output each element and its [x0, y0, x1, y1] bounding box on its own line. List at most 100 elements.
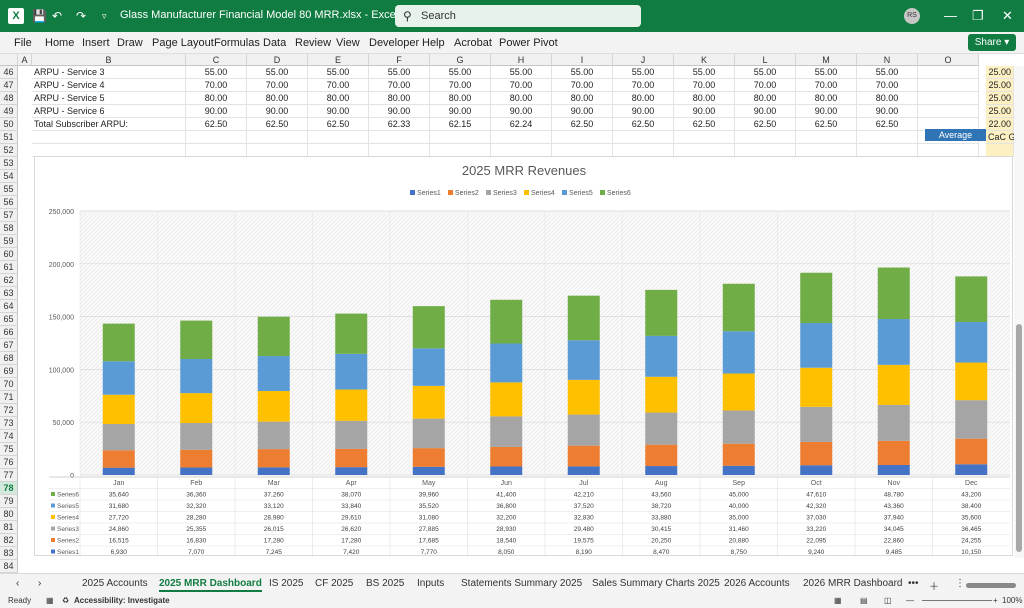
- redo-icon[interactable]: ↷: [76, 9, 87, 23]
- row-header[interactable]: 77: [0, 469, 18, 482]
- row-header[interactable]: 50: [0, 118, 18, 131]
- column-header-h[interactable]: H: [491, 54, 552, 66]
- value-cell[interactable]: 62.33: [369, 118, 430, 131]
- value-cell[interactable]: 90.00: [369, 105, 430, 118]
- value-cell[interactable]: 80.00: [308, 92, 369, 105]
- row-header[interactable]: 66: [0, 326, 18, 339]
- menu-developer[interactable]: Developer: [369, 37, 420, 49]
- value-cell[interactable]: 80.00: [796, 92, 857, 105]
- value-cell[interactable]: 70.00: [369, 79, 430, 92]
- value-cell[interactable]: 55.00: [552, 66, 613, 79]
- row-header[interactable]: 84: [0, 560, 18, 573]
- accessibility-status[interactable]: Accessibility: Investigate: [74, 596, 170, 605]
- row-header[interactable]: 76: [0, 456, 18, 469]
- column-header-e[interactable]: E: [308, 54, 369, 66]
- empty-cell[interactable]: [186, 131, 247, 144]
- empty-cell[interactable]: [613, 131, 674, 144]
- value-cell[interactable]: 70.00: [613, 79, 674, 92]
- tab-2025-mrr-dashboard[interactable]: 2025 MRR Dashboard: [159, 578, 262, 592]
- value-cell[interactable]: 90.00: [613, 105, 674, 118]
- more-tabs-icon[interactable]: •••: [908, 578, 919, 589]
- extra-value-cell[interactable]: 25.00: [986, 79, 1014, 92]
- value-cell[interactable]: 55.00: [186, 66, 247, 79]
- menu-draw[interactable]: Draw: [117, 37, 143, 49]
- value-cell[interactable]: 80.00: [674, 92, 735, 105]
- row-header[interactable]: 53: [0, 157, 18, 170]
- row-header[interactable]: 62: [0, 274, 18, 287]
- row-header[interactable]: 81: [0, 521, 18, 534]
- value-cell[interactable]: 90.00: [552, 105, 613, 118]
- value-cell[interactable]: 62.50: [613, 118, 674, 131]
- zoom-in-icon[interactable]: +: [993, 596, 998, 605]
- menu-file[interactable]: File: [14, 37, 32, 49]
- column-header-a[interactable]: A: [18, 54, 32, 66]
- value-cell[interactable]: 90.00: [491, 105, 552, 118]
- empty-cell[interactable]: [430, 131, 491, 144]
- value-cell[interactable]: 62.50: [674, 118, 735, 131]
- scroll-thumb[interactable]: [1016, 324, 1022, 552]
- column-header-g[interactable]: G: [430, 54, 491, 66]
- row-label[interactable]: Total Subscriber ARPU:: [32, 118, 186, 131]
- row-label[interactable]: ARPU - Service 3: [32, 66, 186, 79]
- column-header-b[interactable]: B: [32, 54, 186, 66]
- value-cell[interactable]: 70.00: [186, 79, 247, 92]
- row-header[interactable]: 59: [0, 235, 18, 248]
- empty-cell[interactable]: [918, 66, 979, 79]
- value-cell[interactable]: 55.00: [735, 66, 796, 79]
- row-header[interactable]: 83: [0, 547, 18, 560]
- value-cell[interactable]: 62.50: [247, 118, 308, 131]
- column-header-j[interactable]: J: [613, 54, 674, 66]
- extra-value-cell[interactable]: 22.00: [986, 118, 1014, 131]
- empty-cell[interactable]: [369, 131, 430, 144]
- save-icon[interactable]: 💾: [32, 9, 47, 23]
- horizontal-scrollbar[interactable]: [966, 583, 1016, 588]
- value-cell[interactable]: 62.50: [186, 118, 247, 131]
- column-header-o[interactable]: O: [918, 54, 979, 66]
- close-icon[interactable]: ✕: [1002, 8, 1013, 23]
- minimize-icon[interactable]: —: [944, 8, 957, 23]
- value-cell[interactable]: 70.00: [857, 79, 918, 92]
- column-header-c[interactable]: C: [186, 54, 247, 66]
- row-label[interactable]: ARPU - Service 4: [32, 79, 186, 92]
- row-header[interactable]: 47: [0, 79, 18, 92]
- row-label[interactable]: ARPU - Service 6: [32, 105, 186, 118]
- menu-page-layout[interactable]: Page Layout: [152, 37, 214, 49]
- menu-view[interactable]: View: [336, 37, 360, 49]
- value-cell[interactable]: 62.50: [552, 118, 613, 131]
- empty-cell[interactable]: [552, 131, 613, 144]
- menu-insert[interactable]: Insert: [82, 37, 110, 49]
- column-header-k[interactable]: K: [674, 54, 735, 66]
- row-header[interactable]: 65: [0, 313, 18, 326]
- search-box[interactable]: ⚲ Search: [395, 5, 641, 27]
- column-header-l[interactable]: L: [735, 54, 796, 66]
- row-header[interactable]: 73: [0, 417, 18, 430]
- empty-cell[interactable]: [491, 131, 552, 144]
- tab-cf-2025[interactable]: CF 2025: [315, 578, 354, 589]
- tab-statements-summary-2025[interactable]: Statements Summary 2025: [461, 578, 583, 589]
- customize-qat-icon[interactable]: ▿: [102, 11, 107, 21]
- row-header[interactable]: 61: [0, 261, 18, 274]
- value-cell[interactable]: 55.00: [857, 66, 918, 79]
- empty-cell[interactable]: [735, 131, 796, 144]
- row-header[interactable]: 68: [0, 352, 18, 365]
- value-cell[interactable]: 90.00: [857, 105, 918, 118]
- value-cell[interactable]: 62.50: [735, 118, 796, 131]
- row-header[interactable]: 79: [0, 495, 18, 508]
- extra-value-cell[interactable]: 25.00: [986, 66, 1014, 79]
- value-cell[interactable]: 55.00: [674, 66, 735, 79]
- tab-sales-summary-charts-2025[interactable]: Sales Summary Charts 2025: [592, 578, 720, 589]
- menu-help[interactable]: Help: [422, 37, 445, 49]
- vertical-scrollbar[interactable]: [1014, 66, 1024, 558]
- value-cell[interactable]: 55.00: [613, 66, 674, 79]
- value-cell[interactable]: 90.00: [186, 105, 247, 118]
- extra-value-cell[interactable]: 25.00: [986, 105, 1014, 118]
- value-cell[interactable]: 70.00: [308, 79, 369, 92]
- undo-icon[interactable]: ↶: [52, 9, 63, 23]
- empty-cell[interactable]: [247, 131, 308, 144]
- value-cell[interactable]: 90.00: [308, 105, 369, 118]
- value-cell[interactable]: 55.00: [369, 66, 430, 79]
- row-header[interactable]: 46: [0, 66, 18, 79]
- row-header[interactable]: 58: [0, 222, 18, 235]
- row-header[interactable]: 74: [0, 430, 18, 443]
- value-cell[interactable]: 62.50: [796, 118, 857, 131]
